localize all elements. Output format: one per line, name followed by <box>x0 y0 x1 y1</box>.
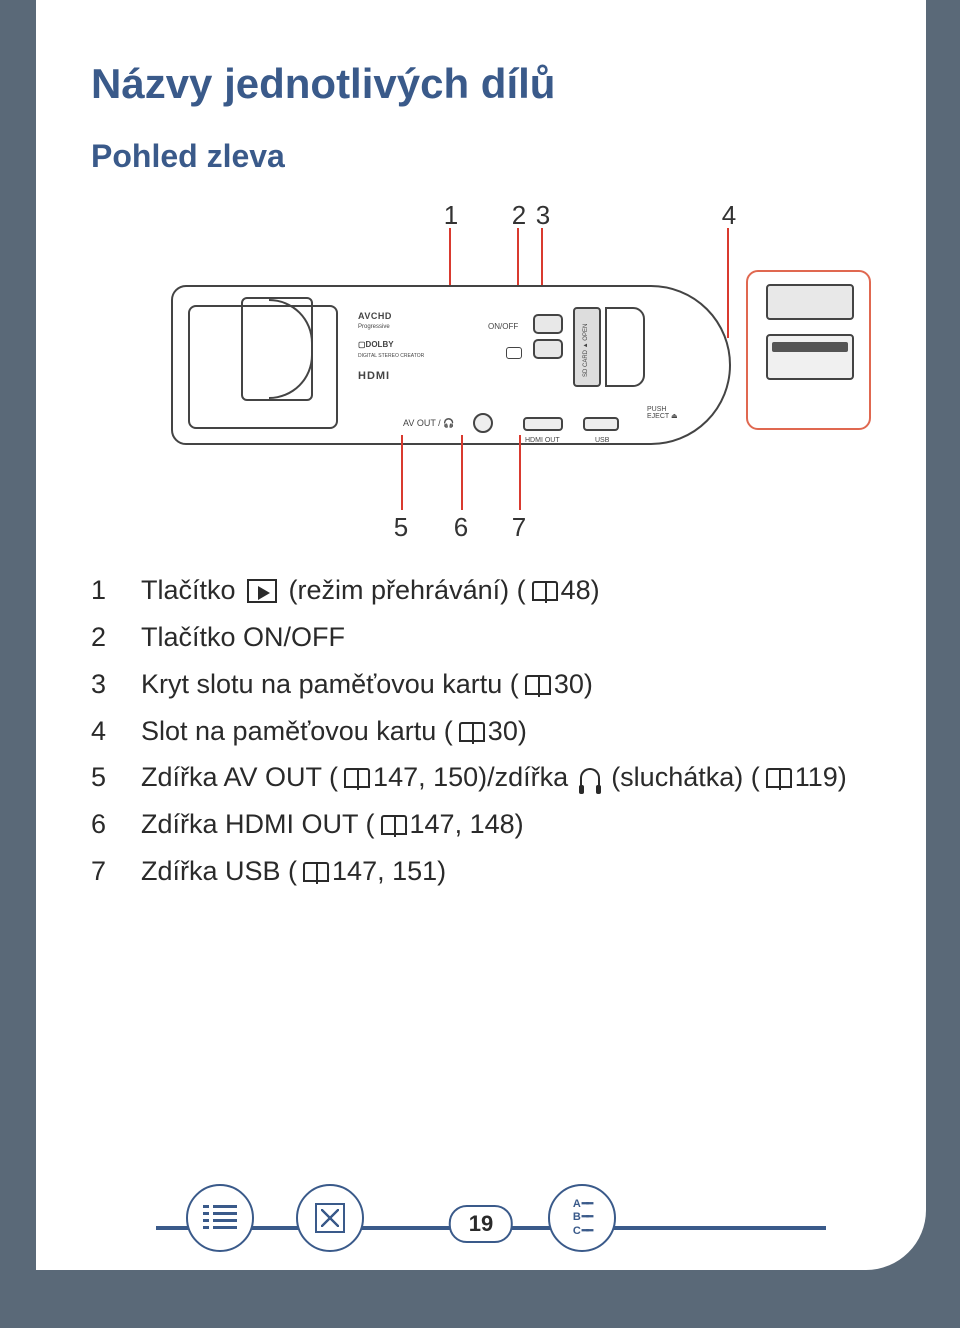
body-logos: AVCHD Progressive ▢DOLBY DIGITAL STEREO … <box>358 309 448 385</box>
camcorder-body: AVCHD Progressive ▢DOLBY DIGITAL STEREO … <box>171 285 731 445</box>
list-item: 5 Zdířka AV OUT (147, 150)/zdířka (sluch… <box>91 757 876 799</box>
callout-3: 3 <box>531 200 555 231</box>
toc-button[interactable] <box>186 1184 254 1252</box>
callout-1: 1 <box>439 200 463 231</box>
list-item: 3 Kryt slotu na paměťovou kartu (30) <box>91 664 876 706</box>
diagram: 1 2 3 4 AVCHD Progressive ▢DOLBY DIGITAL… <box>91 200 876 560</box>
list-item: 6 Zdířka HDMI OUT (147, 148) <box>91 804 876 846</box>
list-item: 7 Zdířka USB (147, 151) <box>91 851 876 893</box>
list-item: 4 Slot na paměťovou kartu (30) <box>91 711 876 753</box>
callout-line <box>519 435 521 510</box>
grip <box>605 307 645 387</box>
book-icon <box>303 862 329 882</box>
list-item: 1 Tlačítko (režim přehrávání) (48) <box>91 570 876 612</box>
callout-7: 7 <box>507 512 531 543</box>
callout-line <box>401 435 403 510</box>
hdmi-jack <box>523 417 563 431</box>
manual-page: Názvy jednotlivých dílů Pohled zleva 1 2… <box>36 0 926 1270</box>
callout-line <box>461 435 463 510</box>
book-icon <box>344 768 370 788</box>
av-out-label: AV OUT / 🎧 <box>403 418 454 429</box>
av-jack <box>473 413 493 433</box>
callout-2: 2 <box>507 200 531 231</box>
sd-cover: SD CARD ▲ OPEN <box>573 307 601 387</box>
toc-icon <box>203 1205 237 1231</box>
push-eject-label: PUSH EJECT ⏏ <box>647 406 678 421</box>
book-icon <box>525 675 551 695</box>
callout-6: 6 <box>449 512 473 543</box>
page-number: 19 <box>449 1205 513 1243</box>
callout-line <box>727 228 729 338</box>
page-subtitle: Pohled zleva <box>91 138 876 175</box>
book-icon <box>459 722 485 742</box>
footer-left <box>186 1184 364 1252</box>
callout-4: 4 <box>717 200 741 231</box>
page-title: Názvy jednotlivých dílů <box>91 60 876 108</box>
index-button[interactable]: ABC <box>548 1184 616 1252</box>
usb-jack <box>583 417 619 431</box>
book-icon <box>766 768 792 788</box>
play-button <box>533 314 563 334</box>
onoff-button <box>533 339 563 359</box>
expand-icon <box>315 1203 345 1233</box>
footer-right: ABC <box>548 1184 616 1252</box>
parts-list: 1 Tlačítko (režim přehrávání) (48) 2 Tla… <box>91 570 876 893</box>
headphone-icon <box>580 768 600 788</box>
fullscreen-button[interactable] <box>296 1184 364 1252</box>
small-play-button <box>506 347 522 359</box>
callout-5: 5 <box>389 512 413 543</box>
index-icon: ABC <box>573 1198 591 1238</box>
sd-slot-detail <box>746 270 871 430</box>
book-icon <box>381 815 407 835</box>
list-item: 2 Tlačítko ON/OFF <box>91 617 876 659</box>
book-icon <box>532 581 558 601</box>
play-icon <box>247 579 277 603</box>
